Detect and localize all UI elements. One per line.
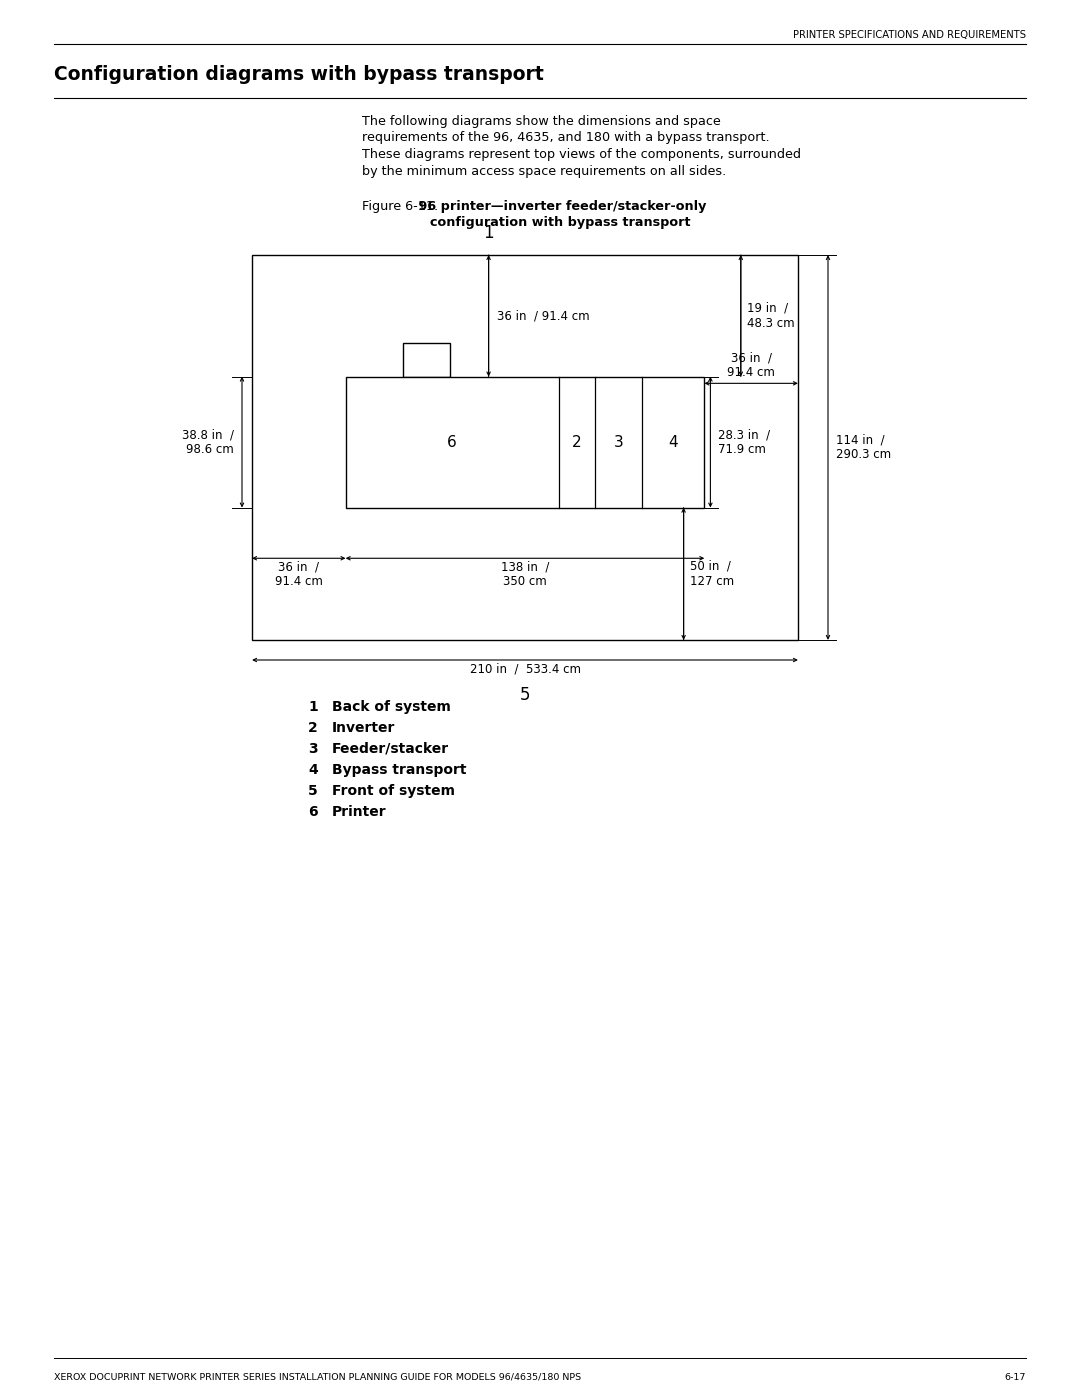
Text: 5: 5 — [519, 686, 530, 704]
Text: requirements of the 96, 4635, and 180 with a bypass transport.: requirements of the 96, 4635, and 180 wi… — [362, 131, 770, 144]
Text: 4: 4 — [669, 434, 678, 450]
Text: 2: 2 — [572, 434, 582, 450]
Text: Feeder/stacker: Feeder/stacker — [332, 742, 449, 756]
Text: 6: 6 — [447, 434, 457, 450]
Text: 36 in  /
91.4 cm: 36 in / 91.4 cm — [727, 351, 775, 380]
Text: 28.3 in  /
71.9 cm: 28.3 in / 71.9 cm — [718, 427, 770, 455]
Text: 2: 2 — [308, 721, 318, 735]
Text: 138 in  /
350 cm: 138 in / 350 cm — [501, 560, 550, 588]
Text: Back of system: Back of system — [332, 700, 450, 714]
Text: 4: 4 — [308, 763, 318, 777]
Text: XEROX DOCUPRINT NETWORK PRINTER SERIES INSTALLATION PLANNING GUIDE FOR MODELS 96: XEROX DOCUPRINT NETWORK PRINTER SERIES I… — [54, 1373, 581, 1382]
Bar — [346, 377, 704, 507]
Text: 1: 1 — [483, 224, 494, 242]
Text: 5: 5 — [308, 784, 318, 798]
Text: 114 in  /
290.3 cm: 114 in / 290.3 cm — [836, 433, 891, 461]
Bar — [252, 256, 798, 640]
Text: configuration with bypass transport: configuration with bypass transport — [430, 217, 690, 229]
Text: 36 in  / 91.4 cm: 36 in / 91.4 cm — [497, 309, 590, 323]
Text: PRINTER SPECIFICATIONS AND REQUIREMENTS: PRINTER SPECIFICATIONS AND REQUIREMENTS — [793, 29, 1026, 41]
Text: 96 printer—inverter feeder/stacker-only: 96 printer—inverter feeder/stacker-only — [414, 200, 706, 212]
Text: 38.8 in  /
98.6 cm: 38.8 in / 98.6 cm — [183, 427, 234, 455]
Text: These diagrams represent top views of the components, surrounded: These diagrams represent top views of th… — [362, 148, 801, 161]
Text: by the minimum access space requirements on all sides.: by the minimum access space requirements… — [362, 165, 726, 177]
Text: Figure 6-11.: Figure 6-11. — [362, 200, 438, 212]
Text: Front of system: Front of system — [332, 784, 455, 798]
Text: 6: 6 — [309, 805, 318, 819]
Text: 1: 1 — [308, 700, 318, 714]
Text: 50 in  /
127 cm: 50 in / 127 cm — [690, 560, 733, 588]
Text: 19 in  /
48.3 cm: 19 in / 48.3 cm — [746, 302, 795, 330]
Text: Inverter: Inverter — [332, 721, 395, 735]
Text: 3: 3 — [309, 742, 318, 756]
Text: Printer: Printer — [332, 805, 387, 819]
Text: 210 in  /  533.4 cm: 210 in / 533.4 cm — [470, 662, 581, 675]
Text: 6-17: 6-17 — [1004, 1373, 1026, 1382]
Bar — [403, 342, 449, 377]
Text: Configuration diagrams with bypass transport: Configuration diagrams with bypass trans… — [54, 66, 543, 84]
Text: Bypass transport: Bypass transport — [332, 763, 467, 777]
Text: The following diagrams show the dimensions and space: The following diagrams show the dimensio… — [362, 115, 720, 129]
Text: 3: 3 — [613, 434, 623, 450]
Text: 36 in  /
91.4 cm: 36 in / 91.4 cm — [275, 560, 323, 588]
